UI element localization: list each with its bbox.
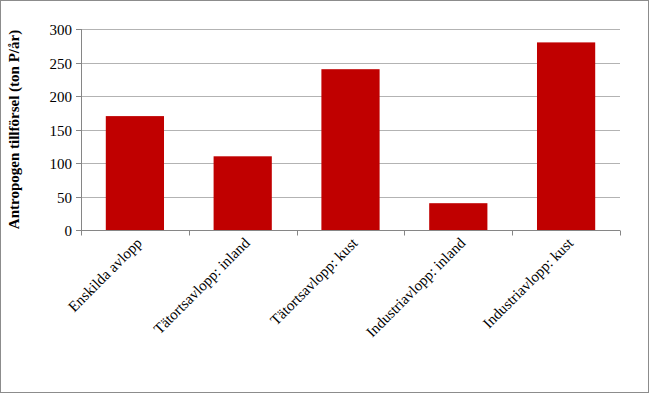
bar	[214, 156, 272, 230]
y-tick	[76, 163, 81, 164]
bar	[106, 116, 164, 230]
y-axis	[81, 29, 82, 230]
bar	[429, 203, 487, 230]
chart-container: 050100150200250300Enskilda avloppTätorts…	[0, 0, 649, 393]
y-tick-label: 200	[50, 89, 73, 105]
x-tick	[620, 231, 621, 236]
x-axis	[81, 230, 620, 231]
y-tick	[76, 130, 81, 131]
y-tick	[76, 29, 81, 30]
x-tick	[81, 231, 82, 236]
y-tick	[76, 197, 81, 198]
grid-line	[81, 29, 620, 30]
x-tick-label: Industriavlopp: inland	[363, 234, 469, 340]
y-tick	[76, 96, 81, 97]
bar	[537, 42, 595, 230]
bars	[106, 42, 595, 230]
y-axis-title: Antropogen tillförsel (ton P/år)	[6, 30, 23, 229]
y-tick-label: 0	[65, 223, 73, 239]
x-tick	[189, 231, 190, 236]
x-tick-label: Tätortsavlopp: kust	[267, 234, 361, 328]
x-tick-label: Tätortsavlopp: inland	[150, 234, 253, 337]
y-tick-label: 50	[57, 190, 72, 206]
x-tick	[512, 231, 513, 236]
chart-svg: 050100150200250300Enskilda avloppTätorts…	[0, 0, 649, 393]
y-tick	[76, 63, 81, 64]
bar	[321, 69, 379, 230]
x-tick-label: Enskilda avlopp	[65, 235, 145, 315]
x-tick-label: Industriavlopp: kust	[480, 234, 577, 331]
y-tick	[76, 230, 81, 231]
frame	[1, 1, 649, 393]
y-tick-label: 250	[50, 56, 73, 72]
x-tick	[404, 231, 405, 236]
y-tick-label: 100	[50, 156, 73, 172]
y-tick-label: 300	[50, 22, 73, 38]
x-tick	[297, 231, 298, 236]
y-tick-label: 150	[50, 123, 73, 139]
